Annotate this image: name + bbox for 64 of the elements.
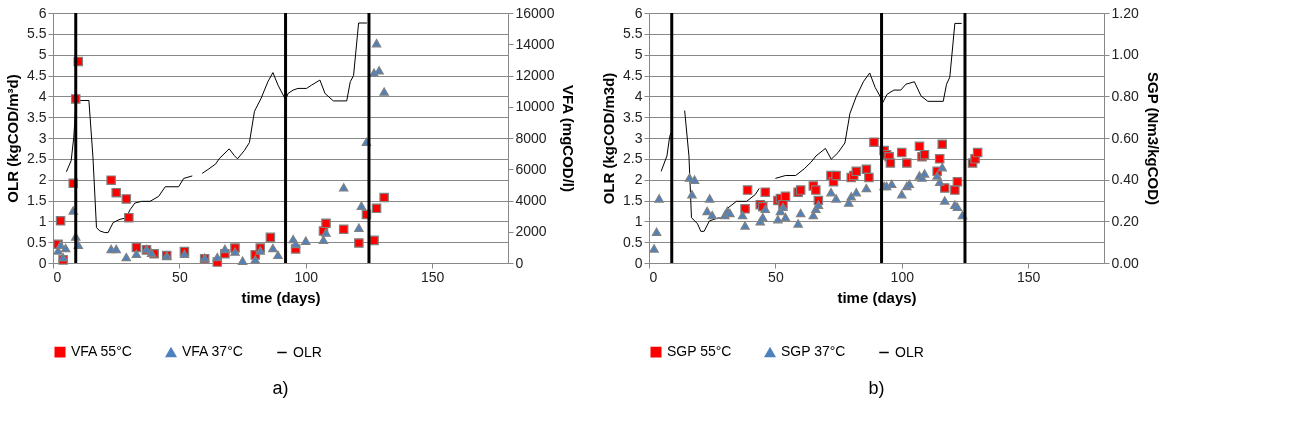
y-tick-label: 0.5	[27, 233, 47, 250]
y2-tick-label: 1.20	[1111, 4, 1139, 21]
x-tick-label: 0	[649, 268, 658, 285]
y-tick-label: 4.5	[623, 67, 643, 83]
y-tick-label: 0	[634, 254, 643, 271]
y-tick-label: 0	[38, 254, 47, 271]
y-tick-label: 5	[38, 46, 47, 63]
y-tick-label: 1.5	[27, 192, 47, 208]
y-tick-label: 2	[634, 171, 643, 188]
x-tick-label: 50	[768, 268, 784, 285]
x-tick-label: 150	[1016, 268, 1041, 285]
text: b)	[868, 378, 885, 398]
y-tick-label: 3.5	[27, 108, 47, 125]
y-tick-label: 5	[634, 46, 643, 63]
legend-label: SGP 55°C	[667, 343, 732, 360]
y2-tick-label: 14000	[515, 35, 555, 52]
legend-label: OLR	[293, 343, 322, 360]
y-tick-label: 2.5	[27, 150, 47, 167]
y-tick-label: 6	[634, 4, 643, 21]
legend-label: VFA 37°C	[182, 343, 243, 360]
y2-tick-label: 0.20	[1111, 212, 1139, 229]
y2-tick-label: 0.80	[1111, 87, 1139, 104]
y2-tick-label: 0.60	[1111, 129, 1139, 146]
legend-label: OLR	[895, 343, 924, 360]
y-tick-label: 0.5	[623, 233, 643, 250]
y-tick-label: 2.5	[623, 150, 643, 167]
y-tick-label: 4	[634, 87, 643, 104]
x-tick-label: 100	[890, 268, 915, 285]
y2-tick-label: 8000	[515, 129, 547, 146]
y2-tick-label: 6000	[515, 160, 547, 177]
x-tick-label: 100	[294, 268, 319, 285]
y2-axis-title: VFA (mgCOD/l)	[560, 85, 578, 192]
y-tick-label: 3	[38, 129, 47, 146]
y2-tick-label: 16000	[515, 4, 555, 21]
y-tick-label: 1.5	[623, 192, 643, 208]
text: a)	[272, 378, 289, 398]
y-tick-label: 3	[634, 129, 643, 146]
y-tick-label: 1	[38, 212, 47, 229]
y-tick-label: 5.5	[27, 25, 47, 42]
x-tick-label: 50	[172, 268, 188, 285]
y2-tick-label: 4000	[515, 192, 547, 208]
y2-tick-label: 10000	[515, 98, 555, 115]
legend-label: VFA 55°C	[71, 343, 132, 360]
y-tick-label: 3.5	[623, 108, 643, 125]
y2-tick-label: 2000	[515, 223, 547, 240]
x-tick-label: 0	[53, 268, 62, 285]
legend-label: SGP 37°C	[781, 343, 846, 360]
x-axis-title: time (days)	[241, 288, 321, 306]
y-tick-label: 5.5	[623, 25, 643, 42]
y2-tick-label: 0.40	[1111, 171, 1139, 188]
y2-tick-label: 1.00	[1111, 46, 1139, 63]
y-tick-label: 6	[38, 4, 47, 21]
y-tick-label: 4.5	[27, 67, 47, 83]
y-tick-label: 4	[38, 87, 47, 104]
y2-tick-label: 0	[515, 254, 524, 271]
y-axis-title: OLR (kgCOD/m3d)	[600, 72, 618, 205]
y2-axis-title: SGP (Nm3/kgCOD)	[1144, 71, 1162, 206]
x-axis-title: time (days)	[837, 288, 917, 306]
y-tick-label: 1	[634, 212, 643, 229]
y2-tick-label: 0.00	[1111, 254, 1139, 271]
y-axis-title: OLR (kgCOD/m³d)	[4, 74, 22, 203]
x-tick-label: 150	[420, 268, 445, 285]
y-tick-label: 2	[38, 171, 47, 188]
y2-tick-label: 12000	[515, 67, 555, 83]
